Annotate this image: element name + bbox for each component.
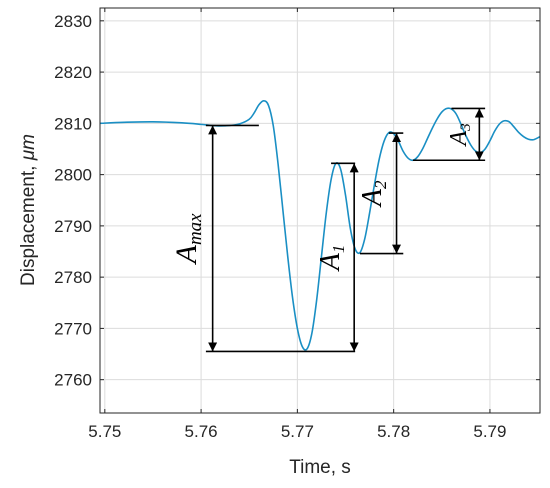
amplitude-label-subscript: 1 [329,245,348,254]
series-group [100,99,540,351]
y-tick-label: 2810 [54,114,92,133]
amplitude-label: Amax [170,213,206,266]
amplitude-label-letter: A [170,244,203,265]
y-tick-label: 2770 [54,319,92,338]
x-tick-label: 5.76 [185,422,218,441]
y-tick-label: 2820 [54,63,92,82]
amplitude-label-subscript: 3 [458,123,474,132]
y-tick-label: 2780 [54,268,92,287]
plot-area [100,8,540,413]
x-axis-label: Time, s [289,457,351,478]
amplitude-label-letter: A [357,188,388,208]
y-tick-label: 2790 [54,217,92,236]
x-tick-label: 5.79 [473,422,506,441]
x-tick-label: 5.78 [377,422,410,441]
grid-lines [100,8,540,413]
y-tick-label: 2760 [54,371,92,390]
amplitude-label-subscript: max [185,213,206,245]
amplitude-label: A2 [357,180,390,208]
y-tick-label: 2800 [54,166,92,185]
amplitude-label: A3 [446,123,474,147]
plot-frame [99,7,541,414]
amplitude-label-letter: A [446,130,472,147]
x-tick-label: 5.75 [88,422,121,441]
amplitude-label-subscript: 2 [371,180,390,189]
displacement-series-line [100,99,540,351]
axis-ticks: 5.75 5.76 5.77 5.78 5.79 2760 2770 2780 2790 2800… [54,8,540,441]
y-axis-label-unit: μm [18,134,39,161]
y-axis-label: Displacement, μm [18,134,39,286]
y-tick-label: 2830 [54,12,92,31]
amplitude-label: A1 [315,245,348,273]
x-tick-label: 5.77 [281,422,314,441]
amplitude-label-letter: A [315,252,346,272]
y-axis-label-main: Displacement, [18,160,39,286]
